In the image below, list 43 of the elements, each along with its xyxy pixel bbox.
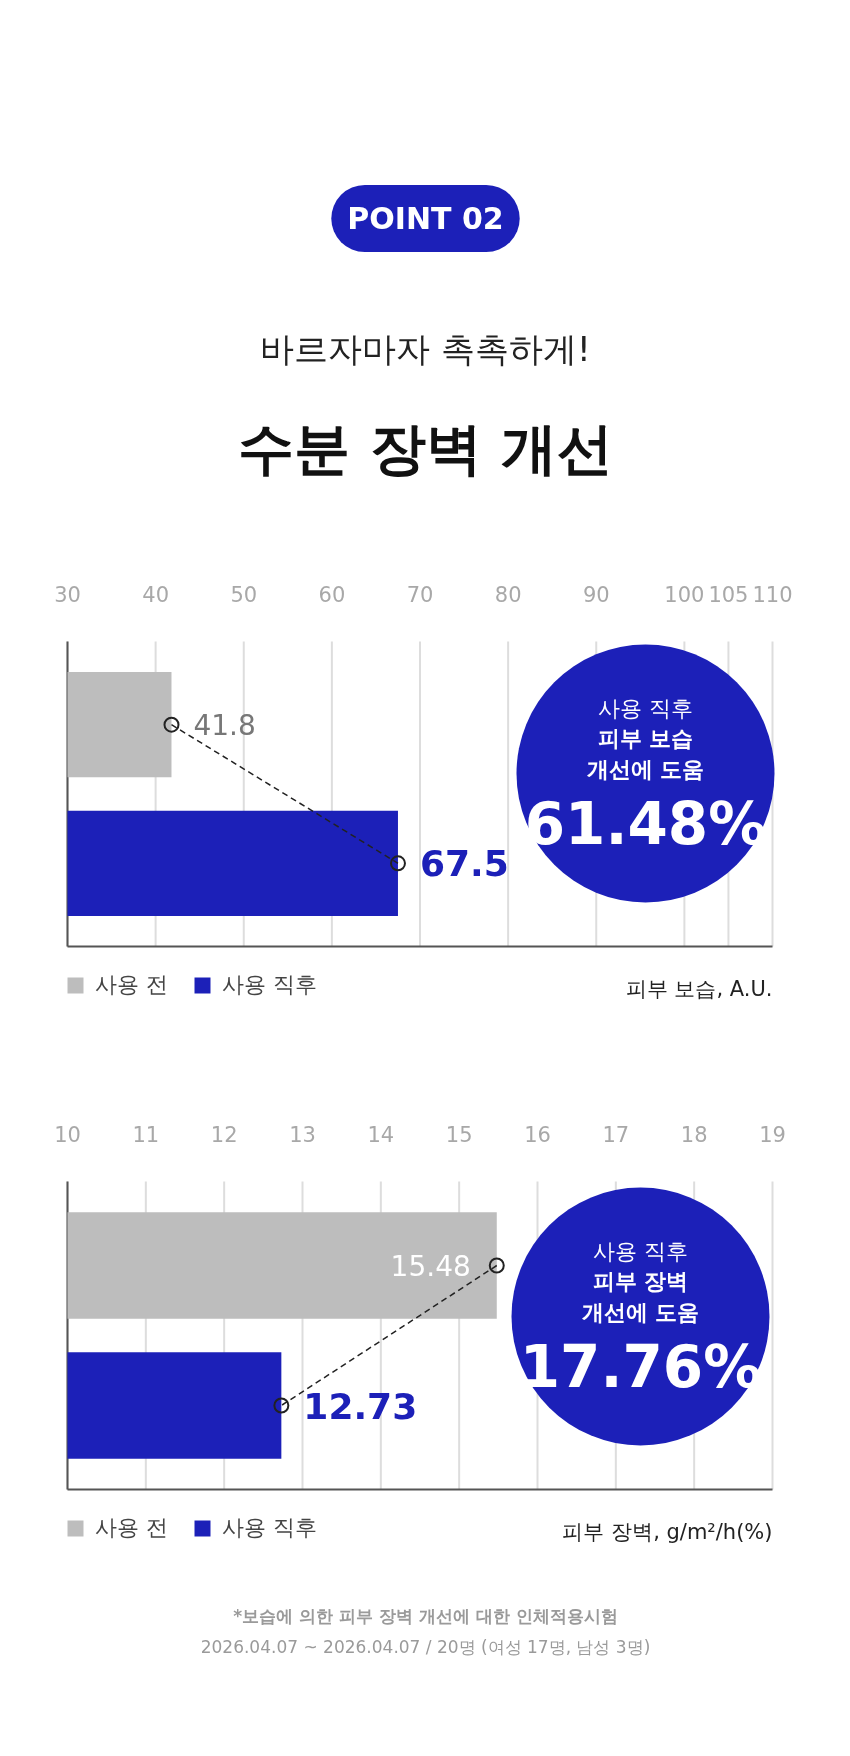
data-label: 41.8 — [193, 709, 256, 743]
data-label: 12.73 — [303, 1385, 418, 1427]
annotation: 개선에 도움 — [586, 757, 705, 782]
x-axis-title: 피부 장벽, g/m²/h(%) — [562, 1519, 773, 1544]
x-axis-title: 피부 보습, A.U. — [625, 976, 773, 1001]
data-label: 15.48 — [390, 1250, 471, 1283]
legend-label: 사용 직후 — [222, 971, 317, 999]
annotation: 17.76% — [519, 1332, 762, 1401]
x-tick-label: 16 — [524, 1122, 551, 1147]
x-tick-label: 80 — [494, 582, 522, 607]
text: *보습에 의한 피부 장벽 개선에 대한 인체적용시험 — [233, 1605, 618, 1626]
data-label: 67.5 — [419, 843, 509, 885]
x-tick-label: 110 — [752, 582, 793, 607]
chart-subtitle: 바르자마자 촉촉하게! — [260, 328, 591, 369]
x-tick-label: 13 — [289, 1122, 316, 1147]
x-tick-label: 10 — [54, 1122, 81, 1147]
x-tick-label: 15 — [445, 1122, 473, 1147]
legend-label: 사용 전 — [95, 971, 168, 999]
legend-label: 사용 직후 — [222, 1514, 317, 1542]
x-tick-label: 105 — [708, 582, 749, 607]
x-tick-label: 50 — [230, 582, 258, 607]
annotation: 사용 직후 — [593, 1239, 688, 1264]
annotation: 개선에 도움 — [581, 1300, 700, 1325]
x-tick-label: 14 — [367, 1122, 395, 1147]
x-tick-label: 30 — [54, 582, 81, 607]
annotation: 61.48% — [524, 789, 767, 858]
chart-title: 수분 장벽 개선 — [238, 416, 613, 481]
annotation: 피부 장벽 — [592, 1269, 689, 1294]
x-tick-label: 17 — [602, 1122, 630, 1147]
text: POINT 02 — [347, 201, 504, 236]
legend-label: 사용 전 — [95, 1514, 168, 1542]
annotation: 피부 보습 — [597, 726, 694, 751]
annotation: 사용 직후 — [598, 696, 693, 721]
x-tick-label: 18 — [680, 1122, 708, 1147]
x-tick-label: 100 — [664, 582, 705, 607]
x-tick-label: 40 — [142, 582, 169, 607]
x-tick-label: 60 — [318, 582, 346, 607]
x-tick-label: 12 — [210, 1122, 238, 1147]
text: 2026.04.07 ~ 2026.04.07 / 20명 (여성 17명, 남성 3명) — [200, 1636, 651, 1657]
x-tick-label: 90 — [582, 582, 610, 607]
x-tick-label: 19 — [759, 1122, 786, 1147]
x-tick-label: 70 — [406, 582, 434, 607]
x-tick-label: 11 — [132, 1122, 160, 1147]
